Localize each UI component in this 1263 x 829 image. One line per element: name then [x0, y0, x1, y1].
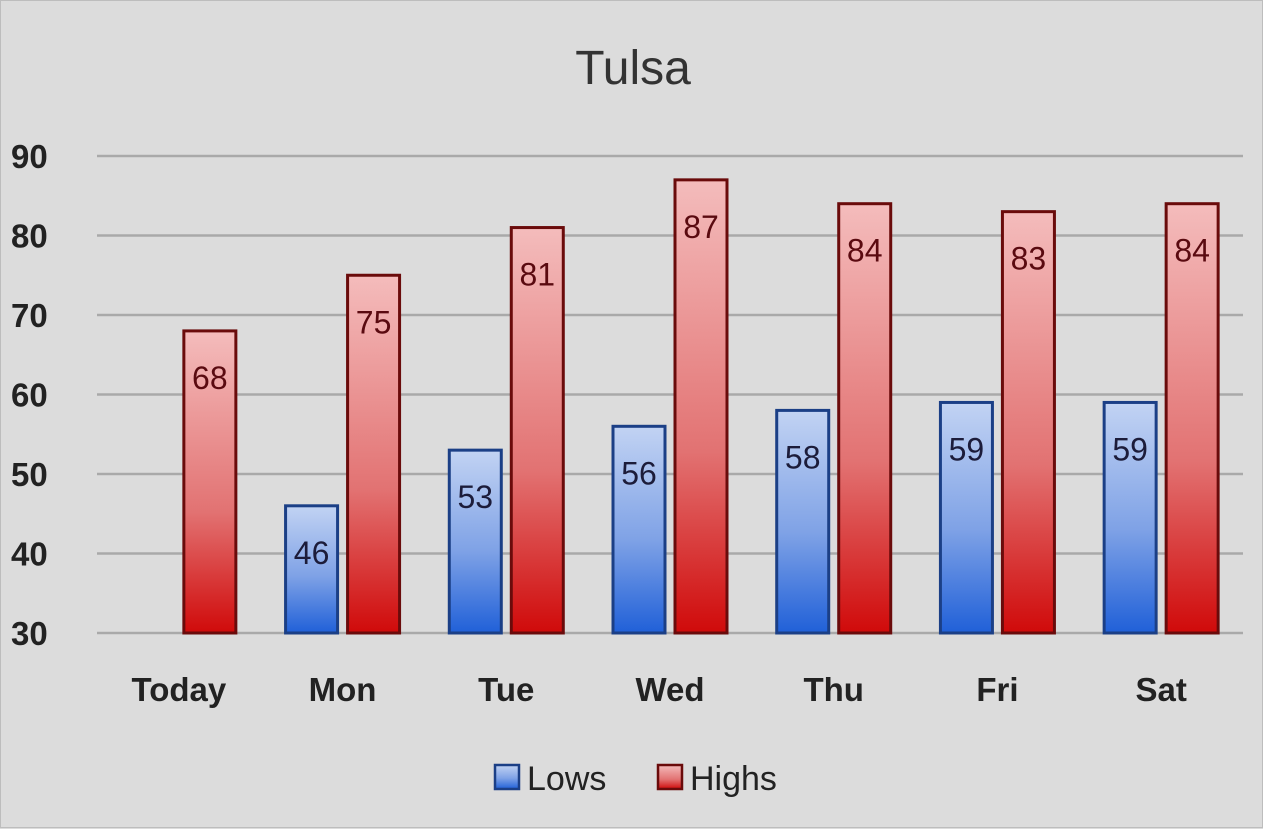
legend-swatch-lows: [493, 763, 521, 791]
bar-high-wed: [673, 178, 729, 635]
bar-high-mon: [346, 273, 402, 635]
x-tick-label-mon: Mon: [309, 671, 377, 708]
x-tick-label-sat: Sat: [1135, 671, 1186, 708]
data-label-high-today: 68: [192, 360, 228, 396]
bar-low-fri: [938, 400, 994, 635]
x-tick-label-today: Today: [131, 671, 226, 708]
legend-label-lows: Lows: [527, 760, 606, 798]
x-tick-label-wed: Wed: [635, 671, 704, 708]
y-tick-label: 70: [11, 297, 48, 334]
data-label-high-wed: 87: [683, 209, 719, 245]
x-tick-label-thu: Thu: [803, 671, 863, 708]
gridlines: [97, 154, 1243, 635]
data-label-high-tue: 81: [519, 257, 555, 293]
x-tick-label-fri: Fri: [976, 671, 1018, 708]
data-label-low-mon: 46: [294, 535, 330, 571]
data-label-low-thu: 58: [785, 439, 821, 475]
y-tick-label: 30: [11, 615, 48, 652]
data-label-high-sat: 84: [1174, 233, 1210, 269]
bar-low-sat: [1102, 400, 1158, 635]
bar-high-sat: [1164, 202, 1220, 635]
x-axis-category-labels: Today Mon Tue Wed Thu Fri Sat: [131, 671, 1186, 708]
y-axis-tick-labels: 30 40 50 60 70 80 90: [11, 138, 48, 652]
y-tick-label: 90: [11, 138, 48, 175]
bars: [182, 178, 1220, 635]
legend: Lows Highs: [493, 760, 777, 798]
bar-high-today: [182, 329, 238, 635]
bar-high-thu: [837, 202, 893, 635]
bar-low-tue: [447, 448, 503, 635]
data-label-high-thu: 84: [847, 233, 883, 269]
bar-low-thu: [775, 408, 831, 635]
bar-low-mon: [284, 504, 340, 635]
x-tick-label-tue: Tue: [478, 671, 534, 708]
bar-high-tue: [509, 226, 565, 635]
bar-low-wed: [611, 424, 667, 635]
data-label-high-fri: 83: [1011, 241, 1047, 277]
data-label-low-sat: 59: [1112, 431, 1148, 467]
y-tick-label: 60: [11, 377, 48, 414]
data-label-low-tue: 53: [457, 479, 493, 515]
y-tick-label: 50: [11, 456, 48, 493]
y-tick-label: 80: [11, 218, 48, 255]
legend-swatch-highs: [656, 763, 684, 791]
bar-high-fri: [1000, 210, 1056, 635]
data-labels: 68 46 75 53 81 56 87 58 84 59 83 59 84: [192, 209, 1210, 571]
data-label-low-fri: 59: [949, 431, 985, 467]
y-tick-label: 40: [11, 536, 48, 573]
data-label-low-wed: 56: [621, 455, 657, 491]
data-label-high-mon: 75: [356, 304, 392, 340]
chart-title: Tulsa: [575, 42, 691, 95]
legend-label-highs: Highs: [690, 760, 777, 798]
